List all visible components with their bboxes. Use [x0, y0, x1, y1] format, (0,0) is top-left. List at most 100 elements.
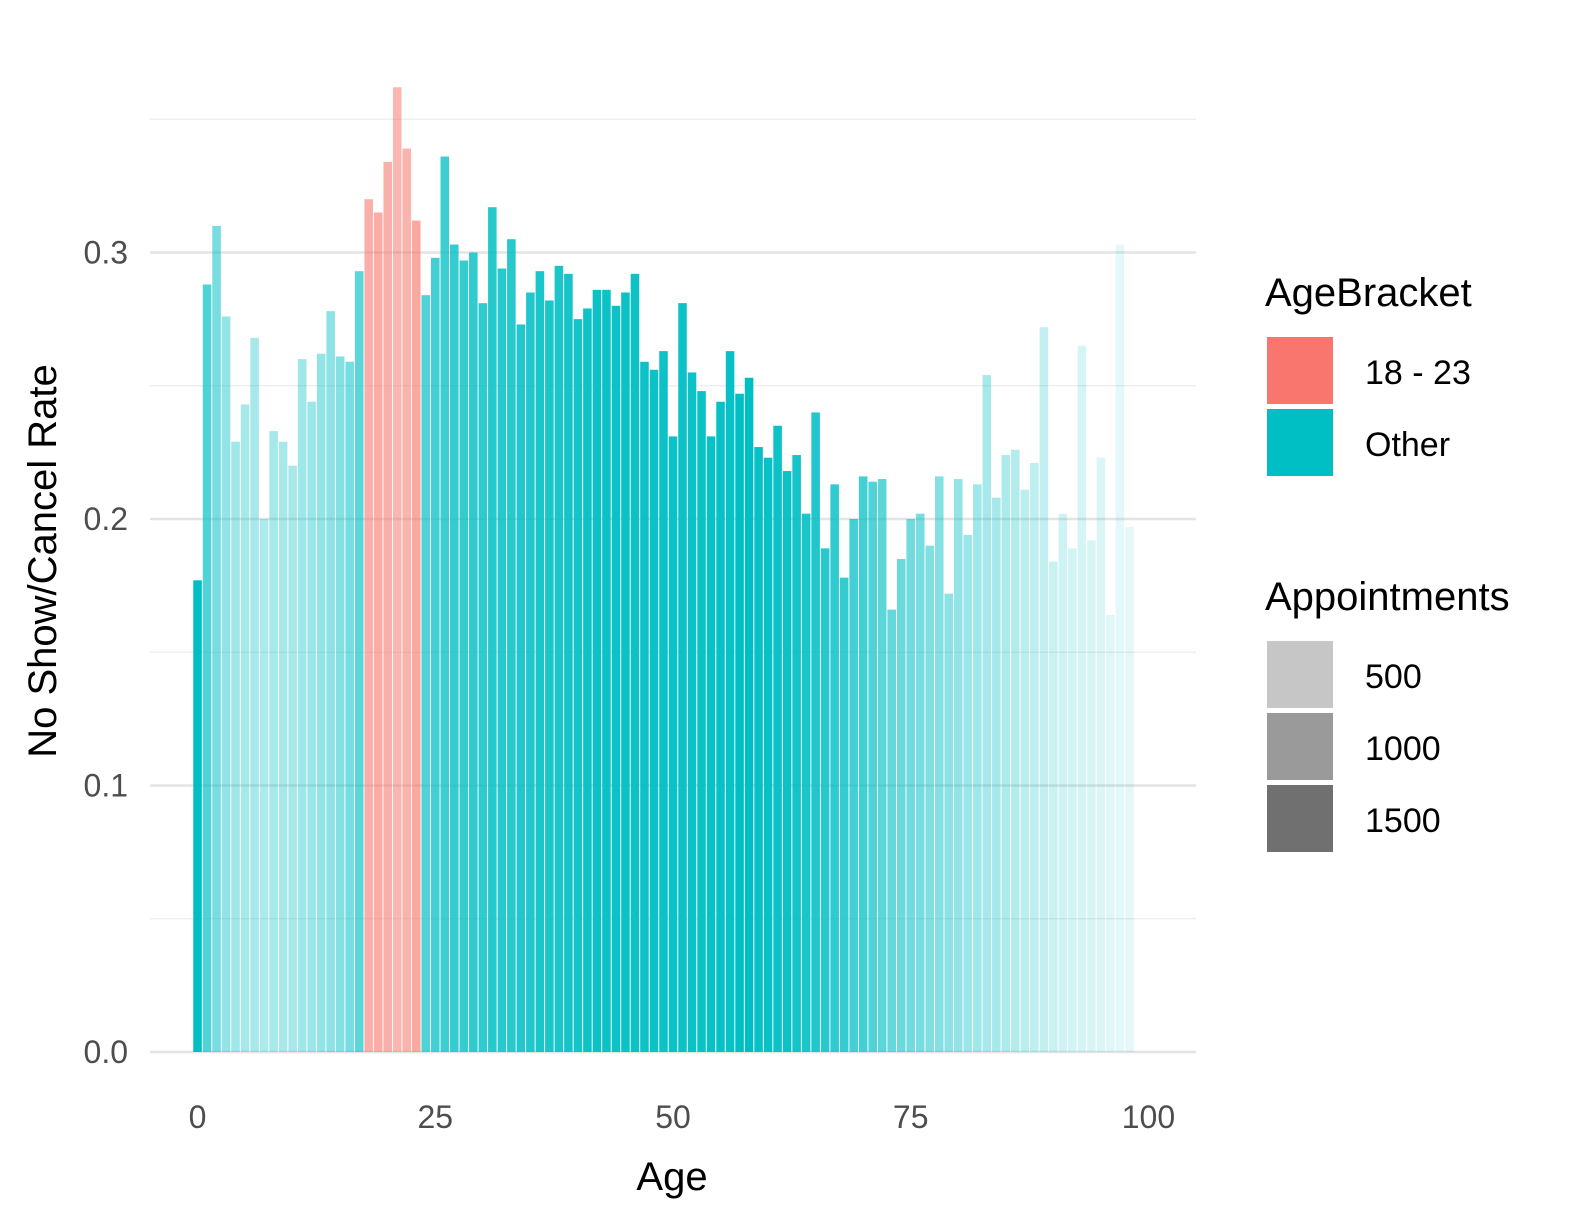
bar-age-39 — [564, 273, 573, 1052]
bar-age-7 — [259, 519, 269, 1052]
bar-age-93 — [1077, 345, 1087, 1052]
bar-age-89 — [1039, 327, 1049, 1052]
legend-label-1000: 1000 — [1365, 730, 1441, 768]
bar-age-81 — [963, 534, 973, 1052]
bar-age-24 — [421, 295, 431, 1052]
legend-appointments-title: Appointments — [1265, 575, 1510, 619]
bar-age-6 — [250, 337, 259, 1052]
bar-age-40 — [573, 319, 583, 1053]
bar-age-55 — [716, 401, 725, 1052]
bar-age-11 — [297, 359, 307, 1053]
bar-age-74 — [896, 558, 906, 1052]
bar-age-8 — [269, 431, 278, 1052]
bar-age-94 — [1087, 540, 1096, 1052]
x-tick-label: 25 — [417, 1099, 453, 1135]
bar-age-44 — [611, 305, 621, 1052]
bar-age-45 — [621, 292, 630, 1053]
bar-age-26 — [440, 156, 450, 1052]
bar-age-19 — [373, 212, 383, 1052]
bar-age-59 — [754, 447, 763, 1052]
legend-agebracket-title: AgeBracket — [1265, 271, 1472, 315]
x-tick-label: 50 — [655, 1099, 691, 1135]
bar-age-13 — [316, 353, 326, 1052]
y-axis-title: No Show/Cancel Rate — [21, 364, 65, 758]
bar-age-18 — [364, 199, 373, 1052]
y-tick-label: 0.0 — [84, 1034, 128, 1070]
y-tick-label: 0.1 — [84, 768, 128, 804]
x-tick-label: 0 — [189, 1099, 207, 1135]
legend-key-1500 — [1267, 785, 1333, 852]
bar-age-46 — [630, 273, 640, 1052]
bar-age-72 — [877, 479, 887, 1052]
bar-age-12 — [307, 401, 316, 1052]
bar-age-48 — [649, 369, 659, 1052]
bar-age-87 — [1020, 489, 1030, 1052]
bar-age-34 — [516, 324, 526, 1052]
bar-age-83 — [982, 375, 992, 1053]
legend-label-18-23: 18 - 23 — [1365, 354, 1471, 392]
bar-age-16 — [345, 361, 354, 1052]
bar-age-68 — [839, 577, 849, 1052]
bar-age-88 — [1030, 463, 1039, 1052]
bar-age-50 — [668, 436, 678, 1052]
bar-age-75 — [906, 519, 916, 1052]
bar-age-41 — [583, 308, 592, 1053]
x-tick-label: 100 — [1122, 1099, 1175, 1135]
legend-label-other: Other — [1365, 426, 1450, 464]
bar-age-3 — [221, 316, 231, 1053]
bar-age-78 — [934, 476, 944, 1052]
legend-key-other — [1267, 409, 1333, 476]
bar-age-69 — [849, 519, 858, 1052]
bar-age-60 — [763, 457, 773, 1053]
bar-age-15 — [335, 356, 345, 1052]
bar-age-32 — [497, 268, 507, 1052]
legend-label-1500: 1500 — [1365, 802, 1441, 840]
bar-age-20 — [383, 161, 393, 1052]
legend-key-18-23 — [1267, 337, 1333, 404]
bar-age-73 — [887, 609, 896, 1052]
bar-age-86 — [1011, 449, 1020, 1053]
bar-age-31 — [488, 207, 497, 1052]
x-tick-label: 75 — [893, 1099, 929, 1135]
bar-age-97 — [1115, 244, 1125, 1052]
bar-age-35 — [526, 292, 535, 1053]
bar-age-64 — [801, 513, 811, 1052]
bar-age-38 — [554, 265, 564, 1053]
bar-age-77 — [925, 545, 935, 1052]
bar-age-95 — [1096, 457, 1106, 1053]
bar-age-66 — [820, 548, 830, 1052]
bar-age-10 — [288, 465, 297, 1052]
bar-age-1 — [202, 284, 212, 1053]
bar-age-71 — [868, 481, 877, 1052]
bar-age-56 — [725, 351, 735, 1052]
x-axis-title: Age — [636, 1155, 707, 1199]
bar-age-28 — [459, 260, 469, 1052]
y-tick-label: 0.2 — [84, 501, 128, 537]
bar-age-4 — [231, 441, 240, 1053]
bar-age-62 — [782, 471, 792, 1052]
bar-age-76 — [915, 513, 925, 1052]
legend-label-500: 500 — [1365, 658, 1422, 696]
bar-age-92 — [1068, 548, 1077, 1052]
y-axis-ticks: 0.0 0.1 0.2 0.3 — [84, 235, 128, 1071]
bar-age-67 — [830, 484, 839, 1052]
bar-age-14 — [326, 311, 335, 1052]
bar-age-43 — [602, 289, 611, 1052]
bar-age-37 — [545, 300, 554, 1053]
bar-age-96 — [1106, 614, 1115, 1052]
y-tick-label: 0.3 — [84, 235, 128, 271]
bar-age-65 — [811, 412, 820, 1052]
bar-age-42 — [592, 289, 602, 1052]
legend-agebracket: AgeBracket 18 - 23 Other — [1265, 271, 1472, 476]
bar-age-5 — [240, 404, 250, 1052]
x-axis-ticks: 0 25 50 75 100 — [189, 1099, 1176, 1135]
bar-age-98 — [1125, 527, 1134, 1052]
bar-age-57 — [735, 393, 744, 1052]
bar-age-2 — [212, 225, 221, 1053]
bars — [193, 87, 1134, 1053]
legend-key-1000 — [1267, 713, 1333, 780]
bar-age-80 — [953, 479, 963, 1052]
bar-age-52 — [687, 372, 697, 1052]
bar-age-58 — [744, 377, 754, 1052]
bar-age-27 — [450, 244, 459, 1052]
